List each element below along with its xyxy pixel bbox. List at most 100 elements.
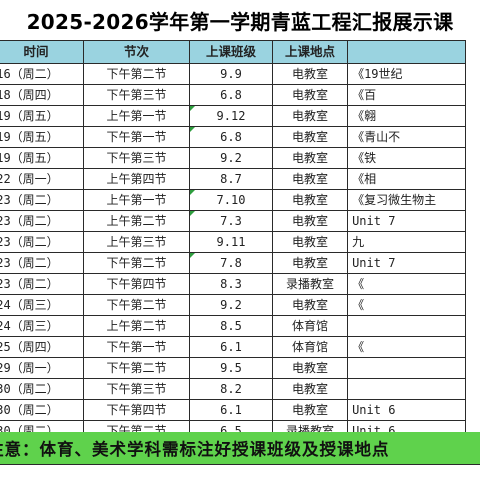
cell-class[interactable]: 6.1	[188, 399, 274, 421]
cell-date[interactable]: .24（周三）	[0, 294, 84, 316]
cell-period[interactable]: 下午第四节	[83, 399, 190, 421]
cell-period[interactable]: 下午第一节	[83, 336, 190, 358]
cell-class[interactable]: 8.7	[188, 168, 274, 190]
cell-topic[interactable]	[347, 315, 466, 337]
cell-period[interactable]: 上午第二节	[83, 315, 190, 337]
cell-date[interactable]: .25（周四）	[0, 336, 84, 358]
cell-topic[interactable]: 《	[347, 294, 466, 316]
cell-period[interactable]: 下午第三节	[83, 84, 190, 106]
header-class[interactable]: 上课班级	[188, 40, 274, 64]
cell-class[interactable]: 6.8	[188, 84, 274, 106]
cell-period[interactable]: 上午第二节	[83, 210, 190, 232]
cell-date[interactable]: .23（周二）	[0, 273, 84, 295]
cell-place[interactable]: 电教室	[272, 147, 349, 169]
cell-date[interactable]: .30（周二）	[0, 399, 84, 421]
cell-class[interactable]: 9.2	[188, 147, 274, 169]
cell-period[interactable]: 下午第二节	[83, 252, 190, 274]
cell-period[interactable]: 下午第二节	[83, 357, 190, 379]
cell-date[interactable]: .23（周二）	[0, 210, 84, 232]
cell-topic[interactable]: Unit 6	[347, 399, 466, 421]
cell-period[interactable]: 上午第三节	[83, 231, 190, 253]
cell-period[interactable]: 下午第三节	[83, 147, 190, 169]
cell-class[interactable]: 7.8	[188, 252, 274, 274]
cell-period[interactable]: 下午第二节	[83, 294, 190, 316]
cell-date[interactable]: .29（周一）	[0, 357, 84, 379]
header-topic[interactable]	[347, 40, 466, 64]
cell-topic[interactable]: Unit 7	[347, 210, 466, 232]
cell-period[interactable]: 上午第一节	[83, 105, 190, 127]
cell-place[interactable]: 电教室	[272, 84, 349, 106]
cell-class[interactable]: 9.5	[188, 357, 274, 379]
cell-place[interactable]: 电教室	[272, 168, 349, 190]
cell-place[interactable]: 电教室	[272, 231, 349, 253]
cell-class[interactable]: 7.10	[188, 189, 274, 211]
cell-class[interactable]: 9.12	[188, 105, 274, 127]
table-body: .16（周二）下午第二节9.9电教室《19世纪.18（周四）下午第三节6.8电教…	[0, 63, 466, 442]
cell-topic[interactable]: 《	[347, 273, 466, 295]
cell-period[interactable]: 下午第一节	[83, 126, 190, 148]
cell-period[interactable]: 下午第三节	[83, 378, 190, 400]
cell-topic[interactable]: 《青山不	[347, 126, 466, 148]
cell-date[interactable]: .19（周五）	[0, 126, 84, 148]
cell-place[interactable]: 电教室	[272, 294, 349, 316]
cell-topic[interactable]: 《复习微生物主	[347, 189, 466, 211]
cell-class[interactable]: 6.1	[188, 336, 274, 358]
cell-topic[interactable]: 《铁	[347, 147, 466, 169]
cell-class[interactable]: 8.2	[188, 378, 274, 400]
cell-place[interactable]: 电教室	[272, 357, 349, 379]
cell-class[interactable]: 8.5	[188, 315, 274, 337]
cell-topic[interactable]: 《19世纪	[347, 63, 466, 85]
cell-place[interactable]: 体育馆	[272, 315, 349, 337]
cell-topic[interactable]: 《翱	[347, 105, 466, 127]
cell-date[interactable]: .18（周四）	[0, 84, 84, 106]
cell-topic[interactable]	[347, 357, 466, 379]
cell-date[interactable]: .19（周五）	[0, 105, 84, 127]
cell-place[interactable]: 电教室	[272, 63, 349, 85]
header-period[interactable]: 节次	[83, 40, 190, 64]
header-place[interactable]: 上课地点	[272, 40, 349, 64]
title-bar: 2025-2026学年第一学期青蓝工程汇报展示课	[0, 0, 480, 40]
cell-date[interactable]: .23（周二）	[0, 252, 84, 274]
cell-topic[interactable]: 《	[347, 336, 466, 358]
cell-date[interactable]: .22（周一）	[0, 168, 84, 190]
cell-period[interactable]: 上午第一节	[83, 189, 190, 211]
cell-place[interactable]: 电教室	[272, 105, 349, 127]
cell-class[interactable]: 9.2	[188, 294, 274, 316]
cell-place[interactable]: 电教室	[272, 210, 349, 232]
cell-topic[interactable]: 九	[347, 231, 466, 253]
cell-period[interactable]: 下午第四节	[83, 273, 190, 295]
cell-date[interactable]: .24（周三）	[0, 315, 84, 337]
cell-topic[interactable]: 《相	[347, 168, 466, 190]
cell-topic[interactable]: Unit 7	[347, 252, 466, 274]
cell-date[interactable]: .19（周五）	[0, 147, 84, 169]
cell-place[interactable]: 电教室	[272, 189, 349, 211]
cell-class[interactable]: 7.3	[188, 210, 274, 232]
cell-topic[interactable]: 《百	[347, 84, 466, 106]
cell-class[interactable]: 8.3	[188, 273, 274, 295]
cell-class[interactable]: 6.8	[188, 126, 274, 148]
cell-place[interactable]: 电教室	[272, 252, 349, 274]
cell-date[interactable]: .23（周二）	[0, 231, 84, 253]
header-date[interactable]: 时间	[0, 40, 84, 64]
cell-place[interactable]: 电教室	[272, 399, 349, 421]
cell-date[interactable]: .16（周二）	[0, 63, 84, 85]
cell-period[interactable]: 上午第四节	[83, 168, 190, 190]
cell-place[interactable]: 录播教室	[272, 273, 349, 295]
cell-class[interactable]: 9.11	[188, 231, 274, 253]
cell-date[interactable]: .30（周二）	[0, 378, 84, 400]
cell-date[interactable]: .23（周二）	[0, 189, 84, 211]
cell-topic[interactable]	[347, 378, 466, 400]
cell-class[interactable]: 9.9	[188, 63, 274, 85]
cell-marker-icon	[190, 253, 195, 258]
cell-period[interactable]: 下午第二节	[83, 63, 190, 85]
cell-place[interactable]: 体育馆	[272, 336, 349, 358]
cell-place[interactable]: 电教室	[272, 126, 349, 148]
cell-place[interactable]: 电教室	[272, 378, 349, 400]
